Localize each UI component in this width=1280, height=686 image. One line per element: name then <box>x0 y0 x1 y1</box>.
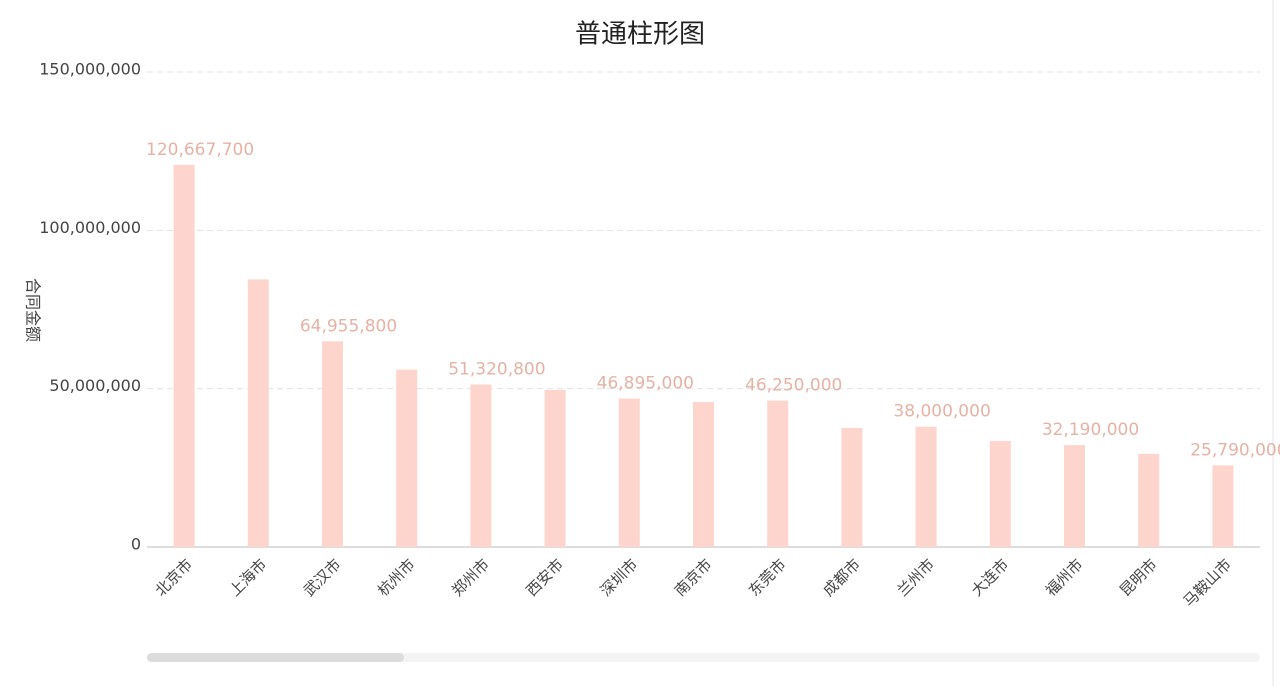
bar <box>322 341 343 547</box>
bar <box>1138 453 1160 547</box>
y-tick-label: 50,000,000 <box>49 376 141 395</box>
value-label: 64,955,800 <box>300 316 397 336</box>
value-label: 46,895,000 <box>597 373 694 393</box>
bar <box>693 401 714 547</box>
value-label: 25,790,000 <box>1190 440 1280 460</box>
value-label: 51,320,800 <box>448 359 545 379</box>
y-tick-label: 0 <box>131 535 141 554</box>
bar <box>767 400 789 547</box>
scrollbar-track[interactable] <box>147 653 1260 662</box>
bar <box>1212 465 1234 547</box>
value-label: 120,667,700 <box>146 140 254 160</box>
bar <box>247 279 269 547</box>
bar <box>544 389 566 547</box>
value-label: 46,250,000 <box>745 376 842 396</box>
value-label: 38,000,000 <box>893 402 990 422</box>
bar <box>173 164 195 547</box>
bar <box>841 427 863 547</box>
scrollbar-thumb[interactable] <box>147 653 404 662</box>
bar <box>396 369 418 547</box>
bar <box>1064 445 1085 547</box>
y-axis-label: 合同金额 <box>24 278 43 342</box>
bar <box>470 384 492 547</box>
y-tick-label: 150,000,000 <box>39 60 141 79</box>
bar <box>915 426 937 547</box>
value-label: 32,190,000 <box>1042 420 1139 440</box>
chart-title: 普通柱形图 <box>575 20 705 50</box>
bar <box>618 398 640 547</box>
y-tick-label: 100,000,000 <box>39 218 141 237</box>
bar <box>989 440 1011 547</box>
